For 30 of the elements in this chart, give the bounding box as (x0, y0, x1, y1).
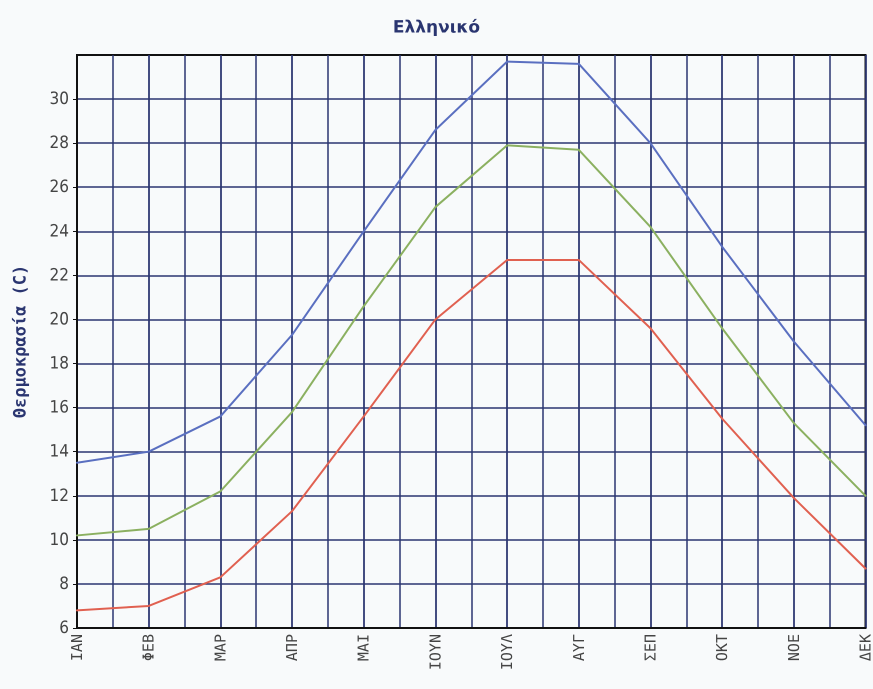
x-tick-label: ΝΟΕ (784, 634, 803, 662)
chart-title: Ελληνικό (392, 18, 480, 38)
x-tick-label: ΣΕΠ (641, 634, 660, 662)
y-tick-label: 12 (50, 486, 69, 506)
x-tick-label: ΙΑΝ (68, 634, 86, 662)
y-tick-label: 22 (50, 265, 69, 286)
y-tick-label: 6 (59, 618, 69, 638)
y-tick-label: 20 (50, 309, 69, 330)
y-tick-label: 14 (50, 442, 69, 462)
y-tick-label: 26 (50, 177, 69, 198)
line-series (76, 258, 866, 612)
y-tick-label: 10 (50, 530, 69, 550)
x-tick-label: ΜΑΡ (211, 634, 230, 662)
y-tick-label: 24 (50, 221, 69, 242)
y-tick-label: 28 (50, 133, 69, 154)
line-series (76, 60, 866, 464)
line-series (76, 144, 866, 536)
y-tick-label: 30 (50, 89, 69, 110)
y-axis-title: Θερμοκρασία (C) (10, 264, 30, 418)
x-tick-label: ΟΚΤ (713, 634, 732, 662)
x-tick-label: ΔΕΚ (856, 634, 873, 662)
y-tick-label: 18 (50, 354, 69, 374)
x-tick-label: ΦΕΒ (140, 634, 158, 662)
x-tick-label: ΙΟΥΝ (426, 634, 444, 670)
x-tick-label: ΑΠΡ (283, 634, 302, 662)
y-tick-label: 8 (59, 574, 69, 594)
x-tick-label: ΙΟΥΛ (498, 634, 516, 670)
x-tick-label: ΑΥΓ (570, 634, 588, 662)
y-tick-label: 16 (50, 398, 69, 418)
x-tick-label: ΜΑΙ (354, 634, 373, 662)
